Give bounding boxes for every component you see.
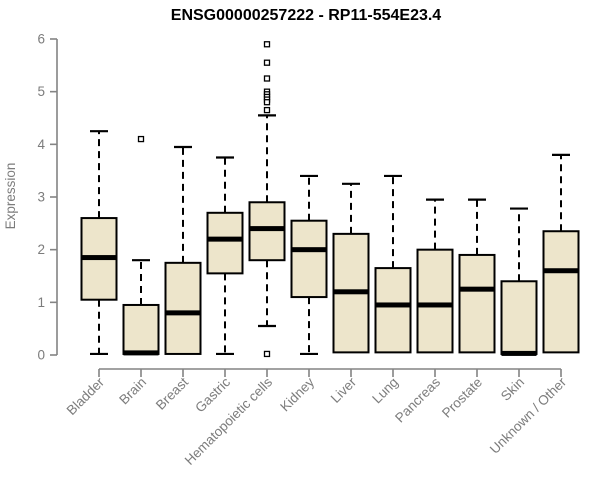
median-line — [291, 247, 327, 253]
box-series — [80, 41, 580, 358]
y-tick-label: 2 — [37, 242, 45, 257]
y-tick-label: 0 — [37, 348, 45, 363]
box-hematopoietic-cells — [248, 41, 286, 358]
x-tick-label: Kidney — [277, 374, 317, 414]
box-bladder — [80, 130, 118, 356]
iqr-box — [500, 280, 538, 355]
y-tick-label: 1 — [37, 295, 45, 310]
iqr-box — [122, 303, 160, 355]
y-axis-label: Expression — [3, 163, 18, 230]
outlier-point — [263, 350, 271, 358]
median-line — [249, 226, 285, 232]
y-axis: 0 1 2 3 4 5 6 — [37, 31, 58, 363]
outlier-point — [263, 59, 271, 66]
x-tick-label: Gastric — [192, 374, 233, 415]
box-liver — [332, 182, 370, 354]
x-tick-label: Pancreas — [392, 374, 443, 425]
box-unknown-other — [542, 153, 580, 354]
box-breast — [164, 145, 202, 355]
iqr-box — [542, 230, 580, 354]
box-kidney — [290, 174, 328, 356]
outlier-point — [263, 75, 271, 82]
outlier-point — [263, 41, 271, 48]
x-tick-label: Liver — [328, 374, 360, 406]
x-tick-label: Breast — [153, 374, 191, 412]
median-line — [375, 302, 411, 308]
median-line — [123, 350, 159, 356]
outlier-point — [263, 106, 271, 114]
box-gastric — [206, 156, 244, 356]
median-line — [333, 289, 369, 295]
box-skin — [500, 207, 538, 356]
outlier-point — [137, 135, 145, 143]
x-tick-label: Unknown / Other — [487, 374, 570, 457]
median-line — [543, 268, 579, 274]
box-pancreas — [416, 198, 454, 354]
outlier-point — [263, 99, 271, 106]
x-tick-label: Brain — [116, 375, 149, 408]
iqr-box — [374, 267, 412, 354]
y-tick-label: 6 — [37, 31, 45, 46]
box-brain — [122, 135, 160, 356]
median-line — [207, 236, 243, 242]
iqr-box — [206, 211, 244, 275]
x-tick-label: Prostate — [439, 375, 485, 421]
y-tick-label: 4 — [37, 137, 45, 152]
x-tick-label: Bladder — [64, 374, 108, 418]
y-tick-label: 3 — [37, 189, 45, 204]
median-line — [81, 255, 117, 261]
y-tick-label: 5 — [37, 84, 45, 99]
x-tick-label: Lung — [369, 375, 401, 407]
iqr-box — [290, 219, 328, 299]
box-prostate — [458, 198, 496, 354]
x-tick-label: Skin — [498, 375, 527, 404]
chart-title: ENSG00000257222 - RP11-554E23.4 — [171, 7, 442, 24]
iqr-box — [164, 261, 202, 355]
iqr-box — [458, 253, 496, 354]
median-line — [165, 310, 201, 316]
median-line — [501, 350, 537, 356]
median-line — [459, 286, 495, 292]
box-lung — [374, 174, 412, 354]
iqr-box — [248, 201, 286, 262]
median-line — [417, 302, 453, 308]
iqr-box — [416, 248, 454, 354]
